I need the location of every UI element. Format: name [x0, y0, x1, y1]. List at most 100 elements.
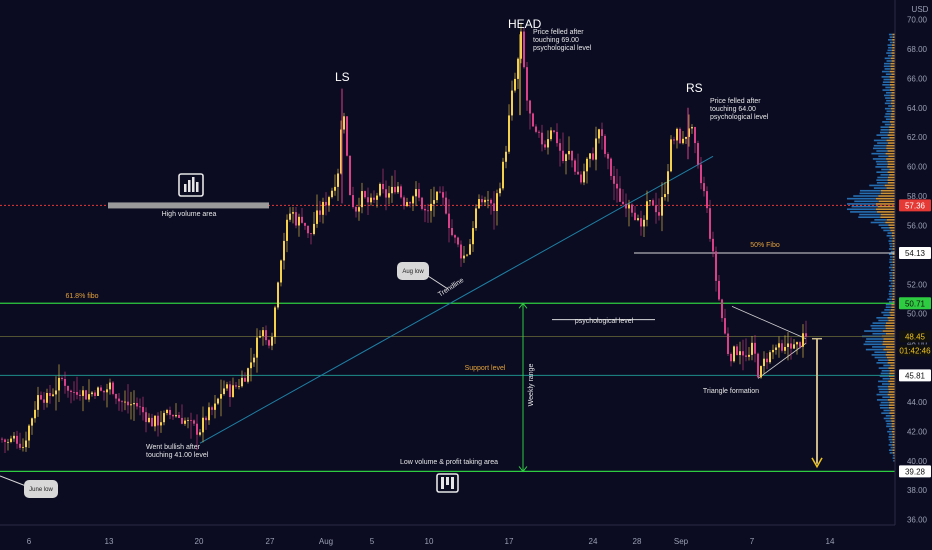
volume-bar-down — [892, 36, 895, 38]
candle-body — [469, 244, 471, 255]
volume-bar-up — [873, 147, 887, 150]
volume-bar-down — [877, 211, 895, 213]
volume-bar-up — [876, 362, 888, 364]
volume-bar-down — [891, 414, 895, 417]
candle-body — [304, 222, 306, 226]
candle-body — [508, 115, 510, 152]
volume-bar-down — [891, 113, 895, 115]
volume-bar-up — [889, 245, 893, 248]
candle-body — [592, 153, 594, 160]
candle-body — [214, 403, 216, 410]
x-tick-label: 5 — [370, 537, 375, 546]
volume-bar-up — [883, 78, 891, 81]
candle-body — [103, 390, 105, 393]
candle-body — [787, 343, 789, 347]
volume-bar-up — [886, 110, 892, 113]
volume-bar-down — [887, 163, 895, 166]
volume-bar-down — [890, 78, 895, 81]
label-support-level: Support level — [465, 365, 506, 372]
candle-body — [259, 336, 261, 338]
y-tick-label: 50.00 — [907, 310, 928, 319]
bar-chart-icon — [178, 173, 204, 197]
candle-body — [400, 186, 402, 198]
volume-bar-down — [890, 364, 895, 367]
volume-bar-down — [893, 282, 895, 285]
y-tick-label: 58.00 — [907, 192, 928, 201]
price-tag-label: 39.28 — [905, 467, 926, 476]
candle-body — [289, 213, 291, 220]
candle-body — [361, 191, 363, 208]
y-tick-label: 44.00 — [907, 398, 928, 407]
candle-body — [88, 394, 90, 400]
volume-bar-down — [887, 160, 895, 163]
candle-body — [208, 407, 210, 421]
volume-bar-down — [891, 234, 895, 237]
volume-bar-down — [891, 118, 895, 121]
candle-body — [796, 342, 798, 345]
volume-bar-up — [888, 290, 893, 293]
candle-body — [538, 131, 540, 133]
volume-bar-down — [888, 391, 895, 393]
volume-bar-down — [887, 142, 895, 144]
candle-body — [337, 173, 339, 187]
price-tag-label: 57.36 — [905, 201, 926, 210]
volume-bar-down — [891, 430, 895, 433]
candle-body — [595, 138, 597, 160]
volume-bar-down — [885, 346, 895, 348]
candle-body — [718, 280, 720, 300]
candle-body — [85, 390, 87, 400]
volume-bar-up — [888, 253, 893, 256]
y-tick-label: 40.00 — [907, 457, 928, 466]
volume-bar-down — [893, 269, 895, 271]
volume-bar-up — [885, 306, 892, 309]
volume-bar-up — [854, 200, 879, 203]
candle-body — [571, 150, 573, 161]
volume-bar-down — [892, 290, 895, 293]
volume-bar-down — [891, 425, 895, 428]
candle-body — [481, 199, 483, 203]
volume-bar-down — [888, 404, 895, 406]
candle-body — [655, 205, 657, 213]
candle-body — [262, 330, 264, 337]
candle-body — [58, 377, 60, 391]
candle-body — [16, 435, 18, 444]
y-tick-label: 60.00 — [907, 163, 928, 172]
volume-bar-up — [887, 298, 892, 301]
volume-bar-up — [892, 457, 895, 459]
candle-body — [643, 219, 645, 227]
candle-body — [280, 260, 282, 283]
candle-body — [715, 251, 717, 281]
x-tick-label: 24 — [589, 537, 598, 546]
volume-bar-down — [892, 436, 895, 438]
volume-bar-down — [892, 444, 895, 446]
volume-bar-up — [883, 229, 891, 232]
volume-bar-down — [890, 417, 895, 420]
volume-bar-up — [884, 115, 891, 118]
volume-bar-up — [887, 430, 892, 433]
volume-bar-up — [890, 264, 894, 266]
volume-bar-up — [875, 166, 888, 168]
candle-body — [622, 201, 624, 204]
candle-body — [631, 204, 633, 213]
note-rs-line: touching 64.00 — [710, 106, 756, 113]
volume-bar-up — [884, 102, 891, 105]
volume-bar-down — [885, 324, 895, 327]
candle-body — [748, 354, 750, 357]
y-tick-label: 42.00 — [907, 427, 928, 436]
label-low-volume: Low volume & profit taking area — [400, 459, 498, 466]
candle-body — [325, 201, 327, 206]
candle-body — [751, 342, 753, 355]
candle-body — [172, 414, 174, 417]
x-tick-label: 17 — [505, 537, 514, 546]
volume-bar-up — [892, 454, 895, 457]
volume-bar-up — [876, 171, 888, 173]
price-tag-label: 48.45 — [905, 333, 926, 342]
volume-bar-down — [885, 354, 895, 356]
volume-bar-down — [889, 412, 895, 414]
volume-bar-down — [887, 150, 895, 152]
volume-bar-down — [892, 266, 895, 269]
volume-icon — [436, 473, 459, 493]
volume-bar-up — [890, 282, 894, 285]
volume-bar-down — [880, 189, 895, 192]
volume-bar-down — [891, 97, 895, 99]
